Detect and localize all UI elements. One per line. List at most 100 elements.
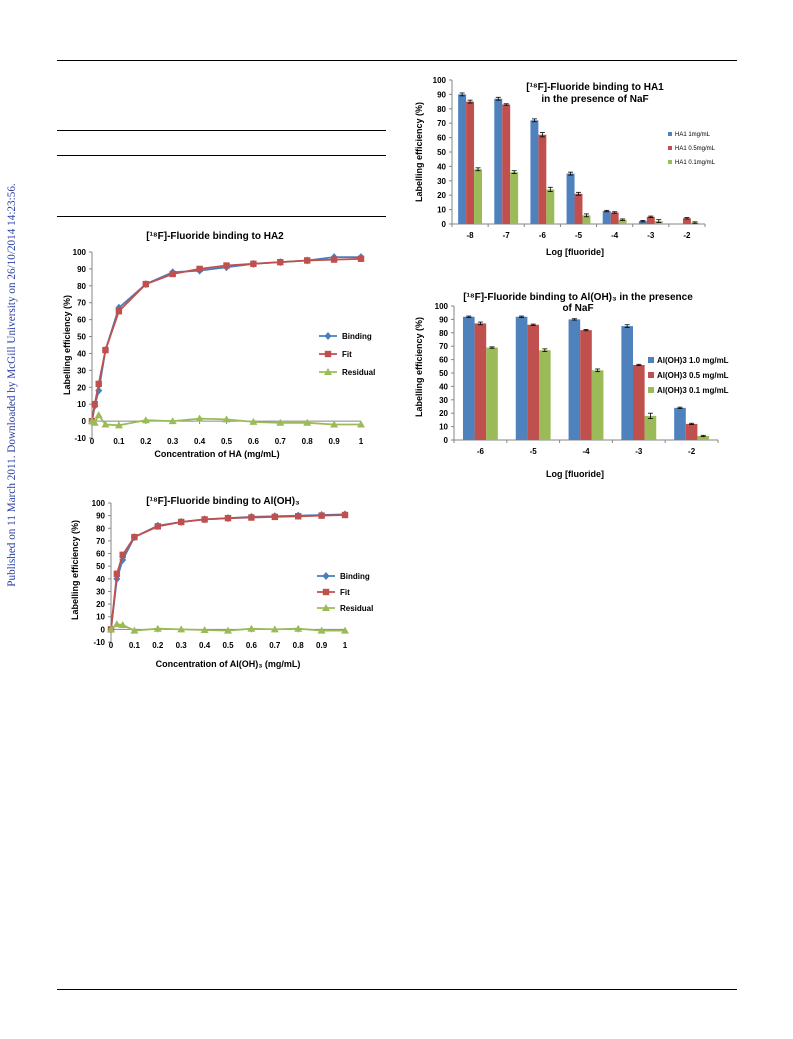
y-tick-label: 80 — [437, 105, 446, 114]
y-tick-label: 50 — [437, 148, 446, 157]
data-point-residual — [303, 418, 312, 426]
x-tick-label: -5 — [530, 447, 538, 456]
legend-marker-fit — [322, 588, 330, 596]
data-point-residual — [130, 626, 139, 634]
plot-area: -10 0 10 20 30 40 50 60 70 80 90 100 0 0.1 0.2 0.3 0.4 0.… — [73, 248, 376, 446]
y-tick-label: 100 — [73, 248, 87, 257]
x-axis-label: Log [fluoride] — [546, 247, 604, 257]
x-tick-label: 0.2 — [140, 437, 152, 446]
chart-title: [¹⁸F]-Fluoride binding to HA2 — [146, 231, 284, 242]
x-tick-label: 0.1 — [129, 641, 141, 650]
x-axis-label: Log [fluoride] — [546, 469, 604, 479]
x-tick-label: 0.2 — [152, 641, 164, 650]
data-point-fit — [304, 257, 311, 264]
y-tick-label: 50 — [96, 562, 105, 571]
data-point-fit — [277, 258, 284, 266]
chart-title: [¹⁸F]-Fluoride binding to HA1 — [526, 82, 664, 93]
y-tick-label: 30 — [77, 366, 86, 375]
x-tick-label: 0 — [109, 641, 114, 650]
x-tick-label: 1 — [359, 437, 364, 446]
x-tick-label: 0.7 — [275, 437, 287, 446]
y-tick-label: 40 — [439, 382, 448, 391]
x-tick-label: 1 — [343, 641, 348, 650]
bar-2 — [510, 172, 519, 224]
chart-title: [¹⁸F]-Fluoride binding to Al(OH)₃ — [146, 496, 300, 507]
data-point-fit — [95, 380, 102, 388]
x-tick-label: 0.5 — [221, 437, 233, 446]
x-tick-label: -5 — [575, 231, 583, 240]
data-point-fit — [248, 514, 255, 521]
data-point-residual — [294, 624, 303, 632]
y-tick-label: 90 — [77, 265, 86, 274]
y-tick-label: 70 — [439, 342, 448, 351]
bar-2 — [539, 350, 551, 440]
y-tick-label: 90 — [96, 512, 105, 521]
y-tick-label: 10 — [437, 206, 446, 215]
x-tick-label: 0.3 — [176, 641, 188, 650]
legend-swatch-2 — [668, 160, 672, 164]
legend-label-0: HA1 1mg/mL — [675, 132, 711, 138]
y-tick-label: 10 — [439, 423, 448, 432]
y-tick-label: 30 — [96, 587, 105, 596]
data-point-residual — [357, 420, 365, 428]
y-tick-label: 70 — [437, 119, 446, 128]
legend-label-1: Al(OH)3 0.5 mg/mL — [657, 371, 729, 380]
x-tick-label: 0.3 — [167, 437, 179, 446]
x-tick-label: -6 — [539, 231, 547, 240]
y-tick-label: 60 — [437, 134, 446, 143]
x-tick-label: -3 — [635, 447, 643, 456]
bar-1 — [580, 330, 592, 440]
chart-title: [¹⁸F]-Fluoride binding to Al(OH)₃ in the… — [463, 292, 693, 303]
bar-2 — [474, 169, 482, 224]
y-axis-label: Labelling efficiency (%) — [414, 102, 424, 202]
x-tick-label: 0.7 — [269, 641, 281, 650]
y-tick-label: 20 — [439, 409, 448, 418]
bar-1 — [538, 134, 547, 224]
bar-0 — [494, 98, 503, 224]
bar-0 — [515, 316, 528, 440]
data-point-fit — [224, 514, 232, 522]
x-tick-label: 0.8 — [293, 641, 305, 650]
legend-swatch-0 — [668, 132, 672, 136]
x-tick-label: 0.5 — [222, 641, 234, 650]
data-point-residual — [94, 411, 103, 419]
y-tick-label: 70 — [96, 537, 105, 546]
y-tick-label: -10 — [93, 638, 105, 647]
y-tick-label: 0 — [82, 417, 87, 426]
data-point-fit — [102, 346, 109, 354]
data-point-residual — [200, 625, 209, 633]
data-point-fit — [201, 516, 208, 523]
data-point-fit — [113, 570, 121, 577]
plot-area: -10 0 10 20 30 40 50 60 70 80 90 100 0 0.1 0.2 0.3 0.4 0.… — [92, 499, 374, 650]
header-rule — [57, 60, 737, 61]
x-tick-label: 0.4 — [199, 641, 211, 650]
y-axis-label: Labelling efficiency (%) — [70, 520, 80, 620]
table-rule-bottom — [57, 216, 386, 217]
data-point-fit — [196, 265, 203, 273]
bar-1 — [610, 212, 619, 224]
data-point-residual — [247, 624, 256, 632]
legend-label-residual: Residual — [340, 604, 373, 613]
side-note-text: Published on 11 March 2011. Downloaded b… — [6, 183, 18, 587]
legend-marker-residual — [324, 368, 332, 375]
y-tick-label: 80 — [439, 329, 448, 338]
y-tick-label: 0 — [444, 436, 449, 445]
data-point-residual — [114, 421, 123, 429]
data-point-fit — [142, 280, 149, 288]
data-point-residual — [222, 415, 231, 423]
x-tick-label: -8 — [467, 231, 475, 240]
legend-swatch-0 — [648, 357, 654, 363]
series-line-fit — [110, 514, 346, 630]
legend-swatch-2 — [648, 387, 654, 393]
data-point-fit — [169, 270, 176, 278]
data-point-fit — [131, 533, 138, 541]
data-point-fit — [271, 513, 278, 521]
x-tick-label: -2 — [688, 447, 696, 456]
chart-aloh3: [¹⁸F]-Fluoride binding to Al(OH)₃ Labell… — [70, 496, 374, 669]
data-point-fit — [91, 400, 98, 408]
data-point-fit — [318, 512, 325, 519]
bar-1 — [574, 193, 583, 224]
chart-subtitle: in the presence of NaF — [541, 94, 648, 105]
y-tick-label: 10 — [96, 613, 105, 622]
y-tick-label: 0 — [101, 625, 106, 634]
